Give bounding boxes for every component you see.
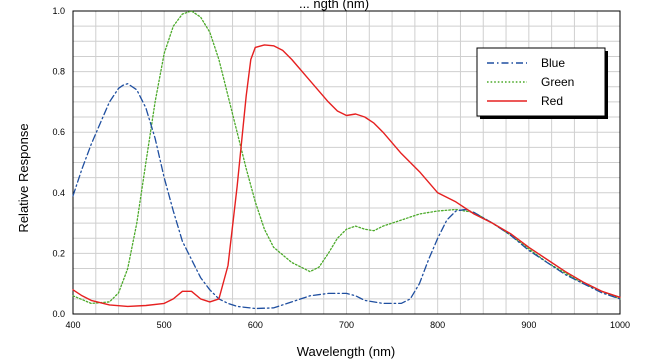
legend-label-blue: Blue <box>541 56 565 70</box>
x-tick-label: 1000 <box>610 320 630 330</box>
x-tick-label: 900 <box>521 320 536 330</box>
x-tick-label: 800 <box>430 320 445 330</box>
y-tick-label: 0.8 <box>52 67 65 77</box>
y-tick-label: 0.0 <box>52 309 65 319</box>
legend-label-green: Green <box>541 75 574 89</box>
y-tick-label: 0.6 <box>52 127 65 137</box>
x-axis-title: Wavelength (nm) <box>297 344 396 359</box>
x-tick-label: 700 <box>339 320 354 330</box>
x-tick-label: 500 <box>157 320 172 330</box>
series-lines <box>72 10 621 310</box>
series-line-red <box>72 44 621 308</box>
legend: Blue Green Red <box>476 47 608 119</box>
y-tick-label: 1.0 <box>52 6 65 16</box>
x-tick-label: 400 <box>65 320 80 330</box>
x-tick-label: 600 <box>248 320 263 330</box>
y-axis-title: Relative Response <box>16 123 31 232</box>
plot-frame <box>72 10 621 315</box>
tick-labels: 400 500 600 700 800 900 1000 0.0 0.2 0.4 0.6 0.8 1.0 <box>52 6 630 330</box>
y-tick-label: 0.2 <box>52 248 65 258</box>
legend-label-red: Red <box>541 94 563 108</box>
y-tick-label: 0.4 <box>52 188 65 198</box>
chart-title: ... ngth (nm) <box>299 0 369 11</box>
